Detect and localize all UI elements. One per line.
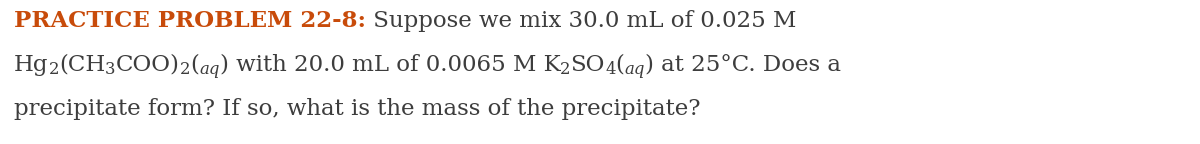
Text: 3: 3: [106, 61, 115, 78]
Text: aq: aq: [624, 61, 644, 78]
Text: aq: aq: [199, 61, 220, 78]
Text: PRACTICE PROBLEM 22-8:: PRACTICE PROBLEM 22-8:: [14, 10, 366, 32]
Text: 4: 4: [605, 61, 616, 78]
Text: 2: 2: [48, 61, 59, 78]
Text: (: (: [190, 54, 199, 76]
Text: (: (: [616, 54, 624, 76]
Text: 2: 2: [180, 61, 190, 78]
Text: Hg: Hg: [14, 54, 48, 76]
Text: (CH: (CH: [59, 54, 106, 76]
Text: ) at 25°C. Does a: ) at 25°C. Does a: [644, 54, 841, 76]
Text: precipitate form? If so, what is the mass of the precipitate?: precipitate form? If so, what is the mas…: [14, 98, 701, 120]
Text: COO): COO): [115, 54, 180, 76]
Text: ) with 20.0 mL of 0.0065 M K: ) with 20.0 mL of 0.0065 M K: [220, 54, 560, 76]
Text: 2: 2: [560, 61, 571, 78]
Text: SO: SO: [571, 54, 605, 76]
Text: Suppose we mix 30.0 mL of 0.025 M: Suppose we mix 30.0 mL of 0.025 M: [366, 10, 797, 32]
